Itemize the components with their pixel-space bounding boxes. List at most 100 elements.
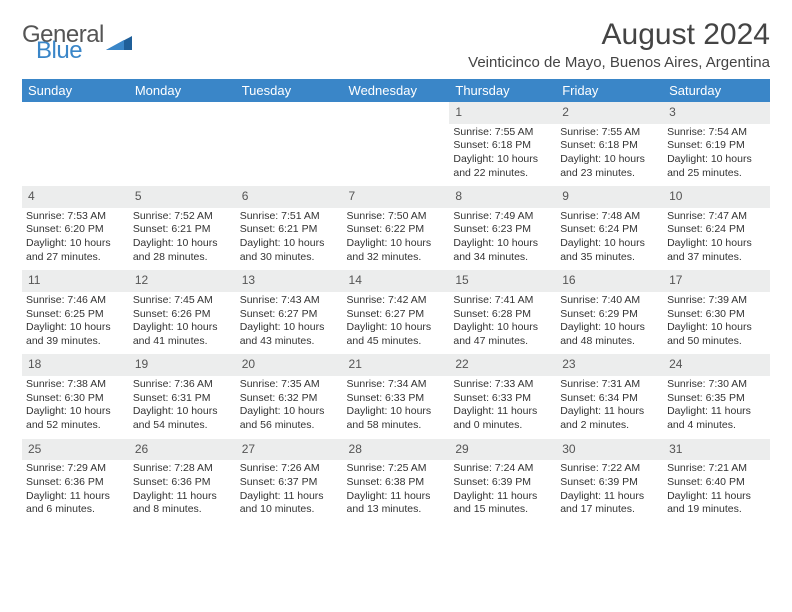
daylight-text: and 37 minutes.: [667, 251, 766, 265]
daylight-text: Daylight: 10 hours: [26, 321, 125, 335]
daylight-text: and 43 minutes.: [240, 335, 339, 349]
sunset-text: Sunset: 6:39 PM: [560, 476, 659, 490]
daylight-text: Daylight: 11 hours: [347, 490, 446, 504]
sunset-text: Sunset: 6:19 PM: [667, 139, 766, 153]
daylight-text: and 6 minutes.: [26, 503, 125, 517]
sunset-text: Sunset: 6:32 PM: [240, 392, 339, 406]
day-number-cell: 31: [663, 439, 770, 461]
weekday-heading: Tuesday: [236, 79, 343, 102]
day-detail-cell: Sunrise: 7:30 AMSunset: 6:35 PMDaylight:…: [663, 376, 770, 439]
daylight-text: Daylight: 10 hours: [133, 237, 232, 251]
day-number-cell: 20: [236, 354, 343, 376]
sunset-text: Sunset: 6:21 PM: [240, 223, 339, 237]
day-number-cell: 9: [556, 186, 663, 208]
month-year-title: August 2024: [468, 18, 770, 52]
day-number-cell: 23: [556, 354, 663, 376]
sunrise-text: Sunrise: 7:38 AM: [26, 378, 125, 392]
daylight-text: and 22 minutes.: [453, 167, 552, 181]
day-number-cell: 8: [449, 186, 556, 208]
calendar-body: 123Sunrise: 7:55 AMSunset: 6:18 PMDaylig…: [22, 102, 770, 523]
day-number-row: 18192021222324: [22, 354, 770, 376]
day-detail-row: Sunrise: 7:38 AMSunset: 6:30 PMDaylight:…: [22, 376, 770, 439]
day-detail-cell: Sunrise: 7:40 AMSunset: 6:29 PMDaylight:…: [556, 292, 663, 355]
day-number-cell: 3: [663, 102, 770, 124]
day-number-cell: 2: [556, 102, 663, 124]
daylight-text: Daylight: 10 hours: [560, 321, 659, 335]
sunrise-text: Sunrise: 7:47 AM: [667, 210, 766, 224]
day-number-row: 25262728293031: [22, 439, 770, 461]
day-detail-cell: Sunrise: 7:52 AMSunset: 6:21 PMDaylight:…: [129, 208, 236, 271]
daylight-text: Daylight: 11 hours: [667, 405, 766, 419]
day-detail-cell: Sunrise: 7:38 AMSunset: 6:30 PMDaylight:…: [22, 376, 129, 439]
sunset-text: Sunset: 6:27 PM: [347, 308, 446, 322]
day-detail-cell: Sunrise: 7:55 AMSunset: 6:18 PMDaylight:…: [556, 124, 663, 187]
day-detail-cell: Sunrise: 7:54 AMSunset: 6:19 PMDaylight:…: [663, 124, 770, 187]
sunset-text: Sunset: 6:28 PM: [453, 308, 552, 322]
day-detail-cell: [129, 124, 236, 187]
sunset-text: Sunset: 6:35 PM: [667, 392, 766, 406]
day-detail-cell: Sunrise: 7:42 AMSunset: 6:27 PMDaylight:…: [343, 292, 450, 355]
sunset-text: Sunset: 6:18 PM: [453, 139, 552, 153]
day-detail-cell: Sunrise: 7:28 AMSunset: 6:36 PMDaylight:…: [129, 460, 236, 523]
day-detail-cell: Sunrise: 7:41 AMSunset: 6:28 PMDaylight:…: [449, 292, 556, 355]
day-number-cell: 1: [449, 102, 556, 124]
daylight-text: Daylight: 11 hours: [560, 490, 659, 504]
sunrise-text: Sunrise: 7:55 AM: [560, 126, 659, 140]
sunrise-text: Sunrise: 7:48 AM: [560, 210, 659, 224]
day-number-row: 123: [22, 102, 770, 124]
daylight-text: Daylight: 10 hours: [667, 153, 766, 167]
daylight-text: Daylight: 10 hours: [347, 405, 446, 419]
daylight-text: and 52 minutes.: [26, 419, 125, 433]
location-subtitle: Veinticinco de Mayo, Buenos Aires, Argen…: [468, 54, 770, 71]
day-detail-cell: Sunrise: 7:35 AMSunset: 6:32 PMDaylight:…: [236, 376, 343, 439]
day-detail-cell: Sunrise: 7:29 AMSunset: 6:36 PMDaylight:…: [22, 460, 129, 523]
daylight-text: and 8 minutes.: [133, 503, 232, 517]
day-detail-row: Sunrise: 7:55 AMSunset: 6:18 PMDaylight:…: [22, 124, 770, 187]
day-detail-cell: Sunrise: 7:34 AMSunset: 6:33 PMDaylight:…: [343, 376, 450, 439]
daylight-text: and 41 minutes.: [133, 335, 232, 349]
page-header: General Blue August 2024 Veinticinco de …: [22, 18, 770, 71]
daylight-text: Daylight: 10 hours: [667, 237, 766, 251]
day-number-cell: [129, 102, 236, 124]
day-detail-cell: Sunrise: 7:31 AMSunset: 6:34 PMDaylight:…: [556, 376, 663, 439]
daylight-text: and 39 minutes.: [26, 335, 125, 349]
sunset-text: Sunset: 6:31 PM: [133, 392, 232, 406]
day-number-cell: 5: [129, 186, 236, 208]
day-detail-cell: Sunrise: 7:47 AMSunset: 6:24 PMDaylight:…: [663, 208, 770, 271]
weekday-heading: Monday: [129, 79, 236, 102]
sunrise-text: Sunrise: 7:31 AM: [560, 378, 659, 392]
daylight-text: and 0 minutes.: [453, 419, 552, 433]
sunset-text: Sunset: 6:36 PM: [133, 476, 232, 490]
day-number-cell: 29: [449, 439, 556, 461]
daylight-text: and 10 minutes.: [240, 503, 339, 517]
daylight-text: and 54 minutes.: [133, 419, 232, 433]
day-number-cell: [22, 102, 129, 124]
sunrise-text: Sunrise: 7:45 AM: [133, 294, 232, 308]
daylight-text: and 47 minutes.: [453, 335, 552, 349]
day-detail-cell: Sunrise: 7:24 AMSunset: 6:39 PMDaylight:…: [449, 460, 556, 523]
day-number-cell: 11: [22, 270, 129, 292]
logo-triangle-icon: [106, 34, 132, 52]
day-number-cell: 25: [22, 439, 129, 461]
sunrise-text: Sunrise: 7:51 AM: [240, 210, 339, 224]
day-number-row: 11121314151617: [22, 270, 770, 292]
weekday-heading: Wednesday: [343, 79, 450, 102]
sunrise-text: Sunrise: 7:21 AM: [667, 462, 766, 476]
day-number-cell: 19: [129, 354, 236, 376]
sunset-text: Sunset: 6:25 PM: [26, 308, 125, 322]
sunset-text: Sunset: 6:38 PM: [347, 476, 446, 490]
daylight-text: and 13 minutes.: [347, 503, 446, 517]
daylight-text: Daylight: 10 hours: [453, 153, 552, 167]
daylight-text: and 32 minutes.: [347, 251, 446, 265]
day-number-cell: 17: [663, 270, 770, 292]
sunrise-text: Sunrise: 7:55 AM: [453, 126, 552, 140]
day-number-cell: 15: [449, 270, 556, 292]
day-detail-cell: Sunrise: 7:48 AMSunset: 6:24 PMDaylight:…: [556, 208, 663, 271]
daylight-text: and 4 minutes.: [667, 419, 766, 433]
daylight-text: and 17 minutes.: [560, 503, 659, 517]
sunset-text: Sunset: 6:33 PM: [347, 392, 446, 406]
daylight-text: Daylight: 10 hours: [26, 405, 125, 419]
daylight-text: and 25 minutes.: [667, 167, 766, 181]
day-detail-cell: Sunrise: 7:46 AMSunset: 6:25 PMDaylight:…: [22, 292, 129, 355]
day-detail-cell: Sunrise: 7:39 AMSunset: 6:30 PMDaylight:…: [663, 292, 770, 355]
